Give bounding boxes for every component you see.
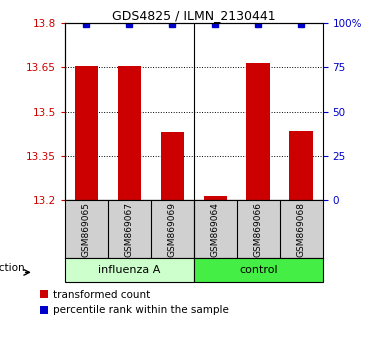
Bar [194,258,323,282]
Bar [289,131,313,200]
Text: infection: infection [0,263,24,273]
Bar [204,195,227,200]
Bar [118,66,141,200]
Text: GSM869065: GSM869065 [82,202,91,257]
Text: influenza A: influenza A [98,266,161,275]
Text: GSM869067: GSM869067 [125,202,134,257]
Text: GSM869069: GSM869069 [168,202,177,257]
Text: GSM869064: GSM869064 [211,202,220,257]
Legend: transformed count, percentile rank within the sample: transformed count, percentile rank withi… [35,286,233,320]
Text: GSM869066: GSM869066 [254,202,263,257]
Text: control: control [239,266,278,275]
Bar [65,258,194,282]
Title: GDS4825 / ILMN_2130441: GDS4825 / ILMN_2130441 [112,9,276,22]
Bar [161,132,184,200]
Bar [75,66,98,200]
Bar [246,63,270,200]
Text: GSM869068: GSM869068 [297,202,306,257]
